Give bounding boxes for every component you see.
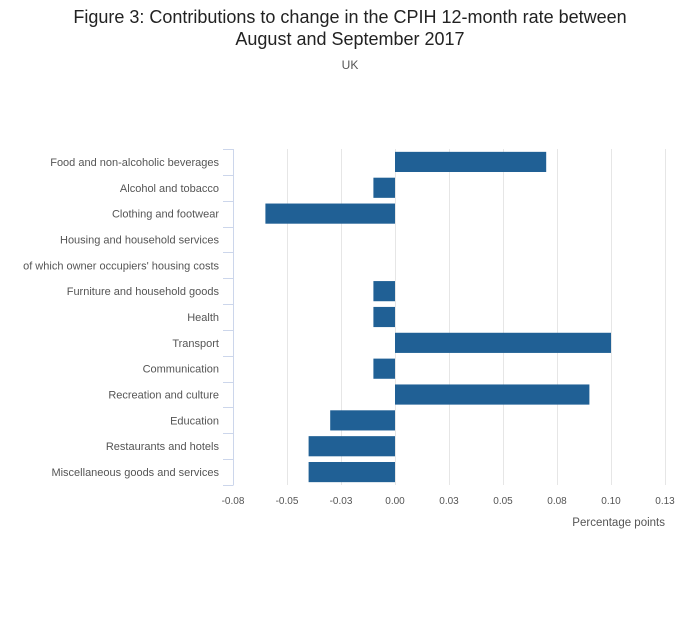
- category-label: Miscellaneous goods and services: [51, 467, 219, 479]
- x-tick-label: -0.05: [276, 496, 299, 507]
- category-label: Education: [170, 415, 219, 427]
- bar: [308, 436, 395, 457]
- bar: [308, 461, 395, 483]
- category-label: Restaurants and hotels: [106, 441, 220, 453]
- bars: [265, 151, 611, 483]
- x-axis-ticks: -0.08 -0.05 -0.03 0.00 0.03 0.05 0.08 0.10 0.13: [222, 496, 676, 507]
- chart-subtitle: UK: [341, 58, 359, 72]
- chart-title-line-1: Figure 3: Contributions to change in the…: [73, 7, 627, 27]
- x-tick-label: -0.08: [222, 496, 245, 507]
- x-tick-label: 0.08: [547, 496, 567, 507]
- x-tick-label: -0.03: [330, 496, 353, 507]
- category-label: Clothing and footwear: [112, 209, 219, 221]
- category-label: Furniture and household goods: [67, 286, 220, 298]
- x-tick-label: 0.10: [601, 496, 621, 507]
- category-label: Transport: [172, 338, 219, 350]
- bar: [395, 151, 547, 173]
- bar: [373, 306, 395, 328]
- bar: [265, 203, 395, 224]
- x-tick-label: 0.00: [385, 496, 405, 507]
- bar: [395, 332, 611, 353]
- category-axis: [223, 149, 234, 486]
- bar: [373, 281, 395, 302]
- category-label: Food and non-alcoholic beverages: [50, 157, 219, 169]
- x-axis-title: Percentage points: [572, 517, 665, 529]
- x-tick-label: 0.13: [655, 496, 675, 507]
- chart-title: Figure 3: Contributions to change in the…: [0, 6, 700, 50]
- gridlines: [233, 149, 666, 485]
- x-tick-label: 0.05: [493, 496, 513, 507]
- category-label: Housing and household services: [60, 234, 219, 246]
- category-label: of which owner occupiers' housing costs: [23, 260, 219, 272]
- category-label: Alcohol and tobacco: [120, 183, 219, 195]
- chart-title-line-2: August and September 2017: [235, 29, 465, 49]
- bar: [395, 384, 590, 405]
- bar: [330, 410, 395, 431]
- category-label: Communication: [143, 364, 219, 376]
- bar: [373, 177, 395, 198]
- category-labels: Food and non-alcoholic beverages Alcohol …: [23, 157, 219, 479]
- bar: [373, 358, 395, 379]
- x-tick-label: 0.03: [439, 496, 459, 507]
- category-label: Health: [187, 312, 219, 324]
- category-label: Recreation and culture: [108, 390, 219, 402]
